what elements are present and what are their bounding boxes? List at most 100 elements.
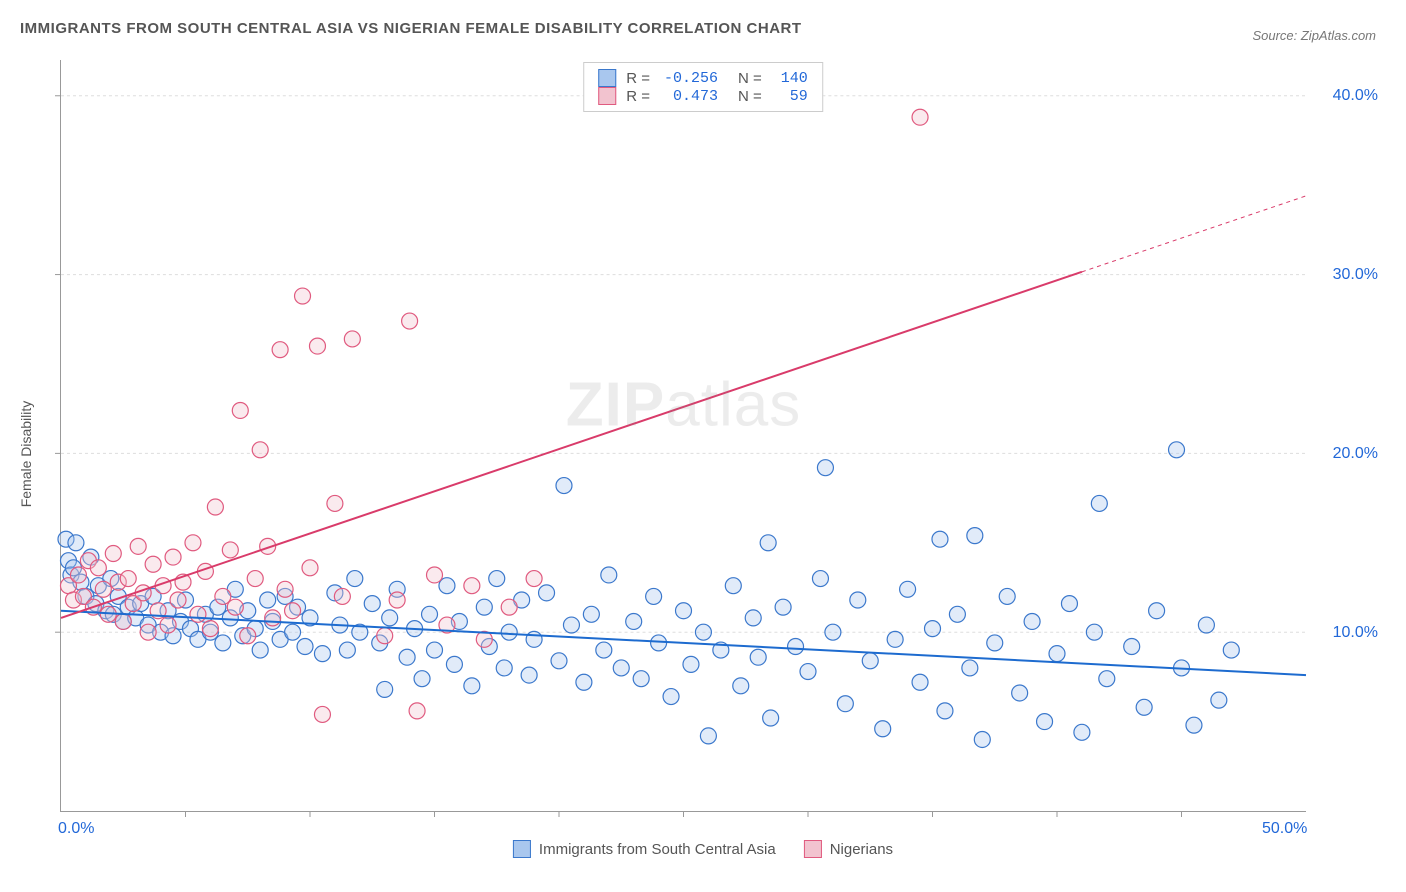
trend-line-extrapolated bbox=[1082, 196, 1306, 272]
scatter-point bbox=[185, 535, 201, 551]
scatter-point bbox=[633, 671, 649, 687]
y-axis-label: Female Disability bbox=[18, 401, 34, 508]
scatter-point bbox=[165, 549, 181, 565]
legend-n-value: 59 bbox=[772, 88, 808, 105]
scatter-point bbox=[476, 599, 492, 615]
scatter-point bbox=[733, 678, 749, 694]
source-label: Source: ZipAtlas.com bbox=[1252, 28, 1376, 43]
scatter-point bbox=[683, 656, 699, 672]
trend-line bbox=[61, 272, 1082, 618]
legend-swatch bbox=[598, 69, 616, 87]
scatter-point bbox=[489, 571, 505, 587]
scatter-point bbox=[414, 671, 430, 687]
scatter-point bbox=[68, 535, 84, 551]
scatter-point bbox=[987, 635, 1003, 651]
scatter-point bbox=[1223, 642, 1239, 658]
scatter-point bbox=[862, 653, 878, 669]
scatter-point bbox=[501, 599, 517, 615]
scatter-point bbox=[252, 442, 268, 458]
scatter-point bbox=[1198, 617, 1214, 633]
scatter-point bbox=[775, 599, 791, 615]
scatter-point bbox=[95, 581, 111, 597]
legend-stat-row: R =0.473N =59 bbox=[598, 87, 808, 105]
scatter-point bbox=[240, 628, 256, 644]
scatter-point bbox=[339, 642, 355, 658]
scatter-point bbox=[526, 571, 542, 587]
scatter-point bbox=[377, 681, 393, 697]
scatter-point bbox=[1012, 685, 1028, 701]
scatter-point bbox=[925, 621, 941, 637]
legend-stat-row: R =-0.256N =140 bbox=[598, 69, 808, 87]
scatter-point bbox=[327, 495, 343, 511]
legend-swatch bbox=[513, 840, 531, 858]
scatter-point bbox=[402, 313, 418, 329]
scatter-point bbox=[825, 624, 841, 640]
scatter-point bbox=[297, 639, 313, 655]
scatter-point bbox=[427, 567, 443, 583]
scatter-point bbox=[364, 596, 380, 612]
scatter-point bbox=[1099, 671, 1115, 687]
x-tick-label: 0.0% bbox=[58, 820, 94, 838]
legend-swatch bbox=[804, 840, 822, 858]
scatter-point bbox=[556, 478, 572, 494]
scatter-point bbox=[1149, 603, 1165, 619]
scatter-point bbox=[1061, 596, 1077, 612]
legend-series-label: Nigerians bbox=[830, 841, 893, 858]
scatter-point bbox=[252, 642, 268, 658]
scatter-point bbox=[800, 664, 816, 680]
scatter-point bbox=[496, 660, 512, 676]
scatter-point bbox=[347, 571, 363, 587]
scatter-point bbox=[215, 635, 231, 651]
scatter-point bbox=[912, 674, 928, 690]
scatter-point bbox=[334, 588, 350, 604]
scatter-point bbox=[887, 631, 903, 647]
scatter-point bbox=[551, 653, 567, 669]
legend-series-label: Immigrants from South Central Asia bbox=[539, 841, 776, 858]
correlation-chart: IMMIGRANTS FROM SOUTH CENTRAL ASIA VS NI… bbox=[20, 20, 1386, 872]
y-tick-label: 10.0% bbox=[1333, 624, 1378, 642]
legend-r-label: R = bbox=[626, 88, 650, 105]
scatter-point bbox=[464, 678, 480, 694]
scatter-point bbox=[539, 585, 555, 601]
scatter-point bbox=[812, 571, 828, 587]
scatter-point bbox=[1211, 692, 1227, 708]
scatter-point bbox=[232, 402, 248, 418]
scatter-point bbox=[900, 581, 916, 597]
scatter-point bbox=[1024, 613, 1040, 629]
scatter-point bbox=[105, 546, 121, 562]
scatter-point bbox=[207, 499, 223, 515]
scatter-point bbox=[140, 624, 156, 640]
scatter-point bbox=[700, 728, 716, 744]
scatter-point bbox=[309, 338, 325, 354]
scatter-point bbox=[446, 656, 462, 672]
scatter-point bbox=[285, 624, 301, 640]
chart-title: IMMIGRANTS FROM SOUTH CENTRAL ASIA VS NI… bbox=[20, 20, 802, 37]
scatter-point bbox=[1136, 699, 1152, 715]
scatter-point bbox=[763, 710, 779, 726]
scatter-point bbox=[285, 603, 301, 619]
scatter-point bbox=[695, 624, 711, 640]
scatter-point bbox=[202, 621, 218, 637]
legend-r-label: R = bbox=[626, 70, 650, 87]
scatter-point bbox=[1169, 442, 1185, 458]
plot-area: ZIPatlas bbox=[60, 60, 1306, 812]
scatter-point bbox=[837, 696, 853, 712]
legend-series-item: Immigrants from South Central Asia bbox=[513, 840, 776, 858]
scatter-point bbox=[583, 606, 599, 622]
scatter-point bbox=[130, 538, 146, 554]
scatter-point bbox=[663, 689, 679, 705]
scatter-point bbox=[850, 592, 866, 608]
scatter-point bbox=[170, 592, 186, 608]
scatter-point bbox=[676, 603, 692, 619]
scatter-point bbox=[464, 578, 480, 594]
scatter-point bbox=[409, 703, 425, 719]
scatter-point bbox=[1037, 714, 1053, 730]
x-tick-label: 50.0% bbox=[1262, 820, 1307, 838]
y-tick-label: 30.0% bbox=[1333, 266, 1378, 284]
scatter-point bbox=[160, 617, 176, 633]
scatter-point bbox=[626, 613, 642, 629]
scatter-point bbox=[1049, 646, 1065, 662]
scatter-point bbox=[377, 628, 393, 644]
scatter-point bbox=[967, 528, 983, 544]
scatter-point bbox=[937, 703, 953, 719]
